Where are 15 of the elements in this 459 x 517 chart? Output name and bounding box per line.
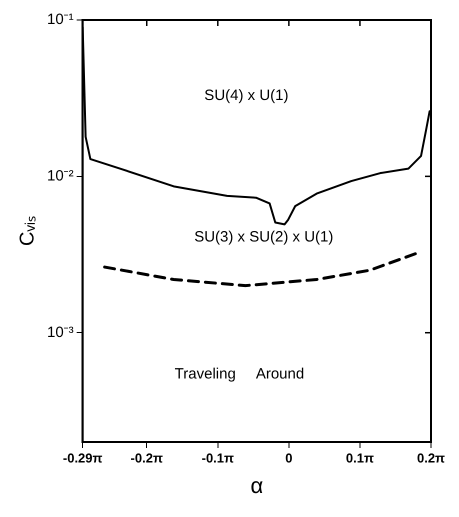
x-tick-label: 0.2π — [416, 450, 446, 466]
x-tick-label: -0.2π — [130, 450, 163, 466]
y-tick-label: 10⁻² — [46, 167, 74, 184]
x-tick-label: -0.29π — [62, 450, 103, 466]
annotation: SU(4) x U(1) — [204, 87, 288, 104]
y-axis-title: Cᵥᵢₛ — [16, 216, 39, 246]
x-tick-label: 0 — [285, 450, 292, 466]
line-series — [103, 252, 417, 288]
x-tick-label: -0.1π — [202, 450, 234, 466]
x-axis-title: α — [250, 472, 264, 498]
y-tick-label: 10⁻³ — [46, 324, 74, 341]
annotation: SU(3) x SU(2) x U(1) — [194, 228, 334, 246]
y-tick-label: 10⁻¹ — [46, 11, 74, 28]
x-tick-label: 0.1π — [346, 450, 374, 466]
annotation: Traveling Around — [174, 366, 304, 383]
